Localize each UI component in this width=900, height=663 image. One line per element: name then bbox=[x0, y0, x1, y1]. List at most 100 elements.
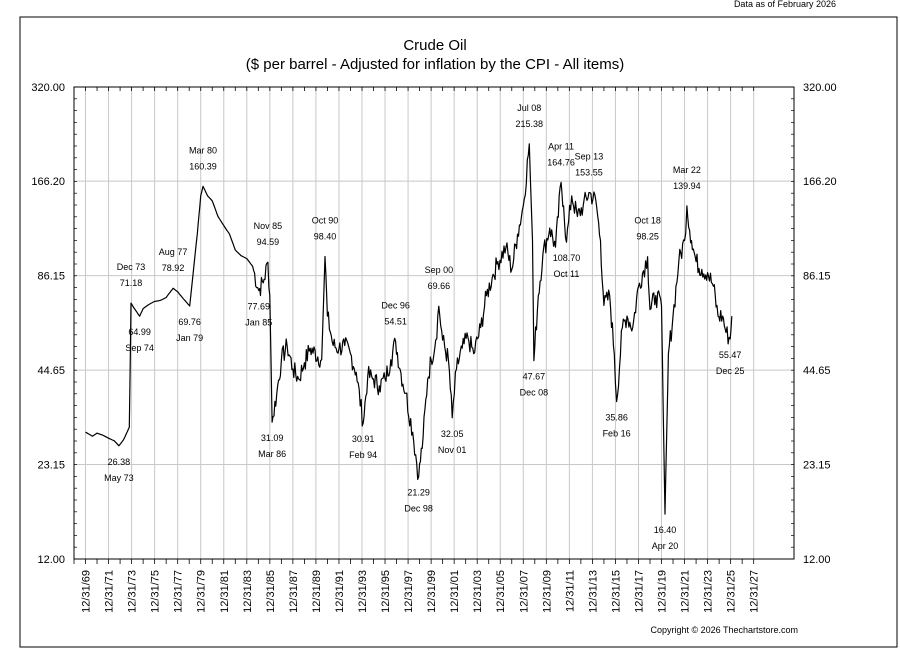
annotation-value: 94.59 bbox=[257, 237, 280, 247]
annotation-date: Dec 25 bbox=[716, 366, 745, 376]
y-tick-label-left: 23.15 bbox=[37, 460, 65, 472]
peak-trough-annotation: 16.40 Apr 20 bbox=[652, 525, 679, 551]
y-tick-label-right: 44.65 bbox=[803, 365, 831, 377]
x-tick-label: 12/31/25 bbox=[726, 570, 738, 613]
peak-trough-annotation: 108.70 Oct 11 bbox=[553, 253, 581, 279]
x-tick-label: 12/31/71 bbox=[104, 570, 116, 613]
x-tick-label: 12/31/23 bbox=[703, 570, 715, 613]
annotation-value: 139.94 bbox=[673, 181, 701, 191]
y-axis-left: 320.00 166.20 86.15 44.65 23.15 12.00 bbox=[31, 82, 65, 566]
x-tick-label: 12/31/01 bbox=[449, 570, 461, 613]
annotation-date: Oct 18 bbox=[634, 216, 661, 226]
y-tick-label-left: 320.00 bbox=[31, 82, 65, 94]
x-tick-label: 12/31/15 bbox=[610, 570, 622, 613]
chart-title: Crude Oil bbox=[403, 37, 466, 54]
x-tick-label: 12/31/05 bbox=[495, 570, 507, 613]
annotation-value: 98.25 bbox=[636, 232, 659, 242]
peak-trough-annotation: Mar 22 139.94 bbox=[673, 165, 701, 191]
peak-trough-annotation: Jul 08 215.38 bbox=[516, 103, 544, 129]
x-tick-label: 12/31/73 bbox=[127, 570, 139, 613]
peak-trough-annotation: Sep 00 69.66 bbox=[425, 265, 454, 291]
annotation-value: 16.40 bbox=[654, 525, 677, 535]
y-axis-right: 320.00 166.20 86.15 44.65 23.15 12.00 bbox=[803, 82, 837, 566]
x-tick-label: 12/31/75 bbox=[150, 570, 162, 613]
annotation-date: Sep 13 bbox=[575, 152, 604, 162]
annotation-date: Jul 08 bbox=[517, 103, 541, 113]
annotation-date: Apr 20 bbox=[652, 541, 679, 551]
y-tick-label-left: 12.00 bbox=[37, 554, 65, 566]
annotation-date: Sep 00 bbox=[425, 265, 454, 275]
x-tick-label: 12/31/95 bbox=[380, 570, 392, 613]
y-tick-label-right: 12.00 bbox=[803, 554, 831, 566]
annotation-value: 30.91 bbox=[352, 434, 375, 444]
peak-trough-annotation: Apr 11 164.76 bbox=[547, 141, 575, 167]
y-tick-label-right: 166.20 bbox=[803, 176, 837, 188]
annotation-value: 77.69 bbox=[248, 301, 271, 311]
annotation-date: Nov 01 bbox=[438, 445, 467, 455]
x-tick-label: 12/31/19 bbox=[657, 570, 669, 613]
peak-trough-annotation: 55.47 Dec 25 bbox=[716, 350, 745, 376]
x-tick-label: 12/31/93 bbox=[357, 570, 369, 613]
peak-trough-annotation: 69.76 Jan 79 bbox=[176, 317, 203, 343]
peak-trough-annotation: 64.99 Sep 74 bbox=[125, 327, 154, 353]
x-tick-label: 12/31/91 bbox=[334, 570, 346, 613]
x-tick-label: 12/31/99 bbox=[426, 570, 438, 613]
annotation-date: Aug 77 bbox=[159, 247, 188, 257]
annotation-date: Nov 85 bbox=[254, 221, 283, 231]
peak-trough-annotation: Aug 77 78.92 bbox=[159, 247, 188, 273]
peak-trough-annotation: 26.38 May 73 bbox=[104, 457, 134, 483]
annotation-value: 153.55 bbox=[575, 168, 603, 178]
price-series bbox=[85, 143, 733, 515]
annotation-value: 160.39 bbox=[189, 161, 217, 171]
peak-trough-annotation: 31.09 Mar 86 bbox=[258, 433, 286, 459]
annotation-date: May 73 bbox=[104, 473, 134, 483]
x-tick-label: 12/31/09 bbox=[541, 570, 553, 613]
peak-trough-annotation: Sep 13 153.55 bbox=[575, 152, 604, 178]
x-tick-label: 12/31/97 bbox=[403, 570, 415, 613]
peak-trough-annotation: 77.69 Jan 85 bbox=[245, 301, 272, 327]
annotation-value: 64.99 bbox=[128, 327, 151, 337]
y-tick-label-right: 320.00 bbox=[803, 82, 837, 94]
x-tick-label: 12/31/87 bbox=[288, 570, 300, 613]
x-tick-label: 12/31/21 bbox=[680, 570, 692, 613]
annotation-value: 47.67 bbox=[523, 372, 546, 382]
x-tick-label: 12/31/07 bbox=[518, 570, 530, 613]
y-tick-label-right: 86.15 bbox=[803, 271, 831, 283]
peak-trough-annotation: Dec 96 54.51 bbox=[381, 300, 410, 326]
annotation-date: Mar 86 bbox=[258, 449, 286, 459]
y-tick-label-left: 86.15 bbox=[37, 271, 65, 283]
annotation-value: 78.92 bbox=[162, 263, 185, 273]
x-tick-label: 12/31/13 bbox=[587, 570, 599, 613]
peak-trough-annotation: 32.05 Nov 01 bbox=[438, 429, 467, 455]
peak-trough-annotation: Dec 73 71.18 bbox=[117, 262, 146, 288]
x-tick-label: 12/31/85 bbox=[265, 570, 277, 613]
annotation-date: Mar 22 bbox=[673, 165, 701, 175]
x-axis: 12/31/69 12/31/71 12/31/73 12/31/75 12/31/77… bbox=[81, 570, 761, 613]
y-tick-label-left: 166.20 bbox=[31, 176, 65, 188]
y-tick-label-right: 23.15 bbox=[803, 460, 831, 472]
peak-trough-annotation: 35.86 Feb 16 bbox=[603, 413, 631, 439]
x-tick-label: 12/31/79 bbox=[196, 570, 208, 613]
x-tick-label: 12/31/03 bbox=[472, 570, 484, 613]
annotation-date: Dec 96 bbox=[381, 300, 410, 310]
annotation-date: Sep 74 bbox=[125, 343, 154, 353]
annotation-value: 69.66 bbox=[428, 281, 451, 291]
data-date-note: Data as of February 2026 bbox=[734, 0, 836, 9]
x-tick-label: 12/31/89 bbox=[311, 570, 323, 613]
chart-subtitle: ($ per barrel - Adjusted for inflation b… bbox=[246, 56, 625, 73]
annotation-date: Dec 98 bbox=[404, 504, 433, 514]
peak-trough-annotation: Mar 80 160.39 bbox=[189, 145, 217, 171]
peak-trough-annotation: 47.67 Dec 08 bbox=[520, 372, 549, 398]
peak-trough-annotation: 21.29 Dec 98 bbox=[404, 488, 433, 514]
annotation-value: 215.38 bbox=[516, 119, 544, 129]
peak-trough-annotation: Nov 85 94.59 bbox=[254, 221, 283, 247]
annotation-value: 69.76 bbox=[178, 317, 201, 327]
annotation-value: 32.05 bbox=[441, 429, 464, 439]
annotation-date: Dec 73 bbox=[117, 262, 146, 272]
annotation-date: Jan 85 bbox=[245, 317, 272, 327]
x-tick-label: 12/31/11 bbox=[564, 570, 576, 612]
annotation-value: 108.70 bbox=[553, 253, 581, 263]
chart-frame bbox=[19, 16, 898, 648]
price-line bbox=[85, 143, 733, 515]
